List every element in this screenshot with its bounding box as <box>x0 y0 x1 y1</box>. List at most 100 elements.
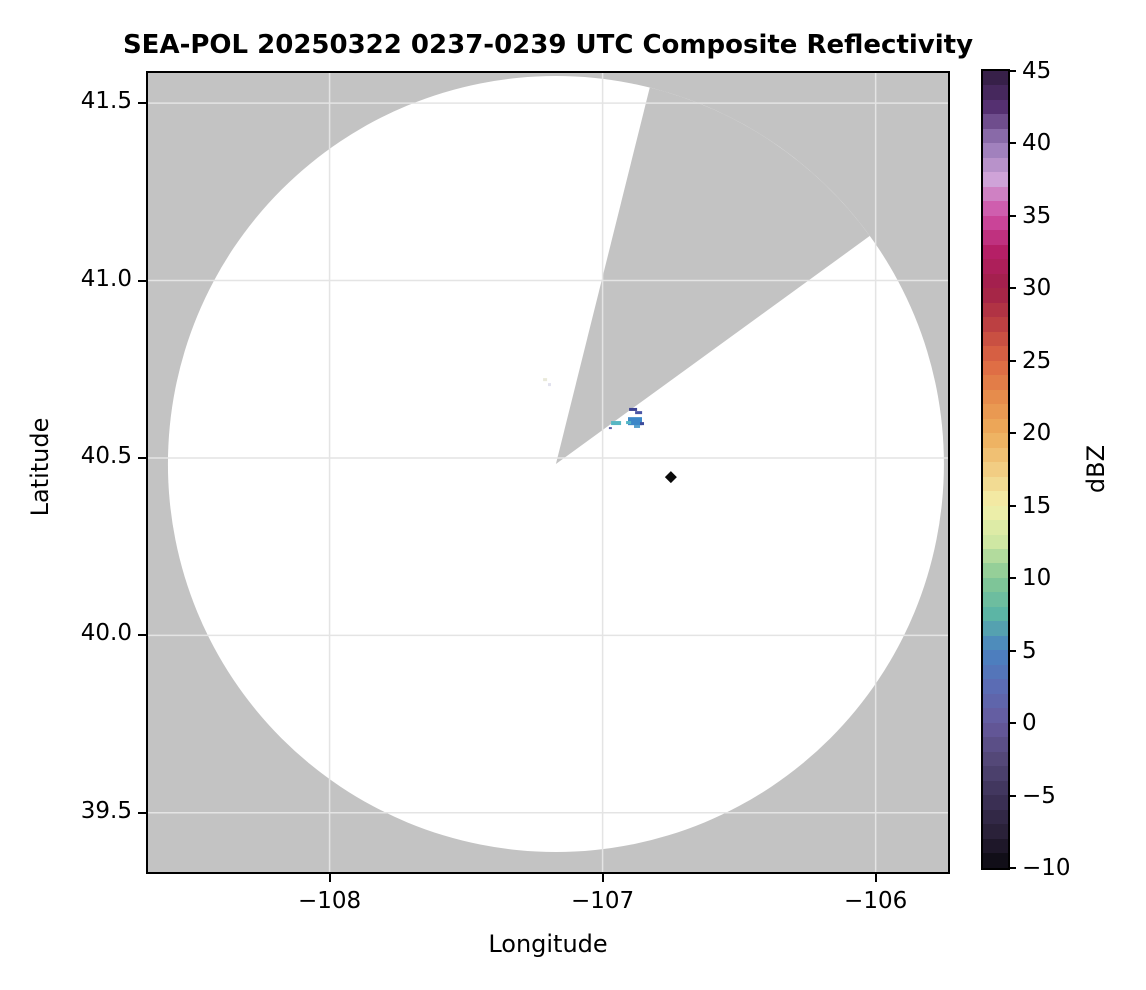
colorbar-step <box>983 853 1008 868</box>
colorbar-step <box>983 737 1008 752</box>
colorbar-step <box>983 462 1008 477</box>
colorbar-tick-mark <box>1008 867 1016 869</box>
colorbar-step <box>983 172 1008 187</box>
y-tick-label: 41.0 <box>80 265 132 292</box>
colorbar-step <box>983 577 1008 593</box>
colorbar-step <box>983 346 1008 361</box>
colorbar-step <box>983 273 1008 289</box>
colorbar-step <box>983 722 1008 738</box>
colorbar-step <box>983 215 1008 231</box>
reflectivity-echo <box>608 427 612 430</box>
y-tick-mark <box>138 634 146 637</box>
y-tick-mark <box>138 811 146 814</box>
colorbar-step <box>983 476 1008 492</box>
colorbar-step <box>983 157 1008 173</box>
colorbar-tick-label: 15 <box>1022 492 1052 519</box>
x-tick-mark <box>328 874 331 882</box>
colorbar-step <box>983 360 1008 376</box>
colorbar-step <box>983 708 1008 723</box>
colorbar-step <box>983 186 1008 202</box>
colorbar-step <box>983 838 1008 854</box>
plot-area <box>146 71 950 874</box>
x-tick-label: −107 <box>571 888 635 914</box>
reflectivity-echo <box>548 383 551 387</box>
reflectivity-echo <box>635 411 643 415</box>
colorbar-step <box>983 288 1008 303</box>
y-tick-mark <box>138 102 146 105</box>
colorbar-step <box>983 650 1008 665</box>
y-tick-mark <box>138 279 146 282</box>
colorbar-step <box>983 824 1008 839</box>
colorbar-step <box>983 244 1008 260</box>
y-tick-label: 41.5 <box>80 88 132 115</box>
colorbar-step <box>983 404 1008 419</box>
colorbar-step <box>983 621 1008 636</box>
colorbar-tick-label: 45 <box>1022 58 1052 84</box>
colorbar-step <box>983 128 1008 144</box>
colorbar-tick-label: −10 <box>1022 855 1071 881</box>
colorbar-step <box>983 664 1008 680</box>
y-tick-label: 40.5 <box>80 442 132 469</box>
colorbar-tick-label: 20 <box>1022 420 1052 447</box>
colorbar-tick-label: 0 <box>1022 710 1037 737</box>
colorbar-tick-mark <box>1008 577 1016 580</box>
colorbar-step <box>983 389 1008 405</box>
colorbar-step <box>983 230 1008 245</box>
colorbar-tick-mark <box>1008 504 1016 507</box>
colorbar-step <box>983 447 1008 463</box>
colorbar-step <box>983 809 1008 825</box>
colorbar-tick-mark <box>1008 142 1016 145</box>
colorbar-tick-mark <box>1008 722 1016 725</box>
y-tick-mark <box>138 456 146 459</box>
colorbar-step <box>983 302 1008 318</box>
colorbar <box>981 69 1010 870</box>
colorbar-step <box>983 751 1008 767</box>
colorbar-step <box>983 201 1008 216</box>
x-tick-mark <box>601 874 604 882</box>
colorbar-tick-label: 10 <box>1022 565 1052 592</box>
colorbar-step <box>983 491 1008 506</box>
blocked-sector-wedge <box>555 87 870 464</box>
colorbar-step <box>983 259 1008 274</box>
colorbar-step <box>983 375 1008 390</box>
colorbar-tick-mark <box>1008 649 1016 652</box>
colorbar-step <box>983 99 1008 115</box>
colorbar-tick-label: 40 <box>1022 130 1052 157</box>
colorbar-step <box>983 331 1008 347</box>
colorbar-step <box>983 606 1008 622</box>
colorbar-step <box>983 548 1008 564</box>
colorbar-step <box>983 85 1008 100</box>
reflectivity-echo <box>543 378 548 382</box>
site-marker-diamond <box>664 471 677 484</box>
colorbar-step <box>983 534 1008 549</box>
colorbar-step <box>983 795 1008 810</box>
radar-ppi-plot <box>148 73 948 872</box>
reflectivity-echo <box>634 424 641 428</box>
colorbar-step <box>983 418 1008 434</box>
colorbar-tick-mark <box>1008 794 1016 797</box>
colorbar-step <box>983 433 1008 448</box>
reflectivity-echo <box>626 421 632 425</box>
colorbar-label: dBZ <box>1082 444 1110 494</box>
colorbar-step <box>983 780 1008 796</box>
y-tick-label: 39.5 <box>80 797 132 824</box>
x-tick-label: −108 <box>297 888 362 914</box>
colorbar-tick-mark <box>1008 214 1016 217</box>
colorbar-step <box>983 505 1008 521</box>
x-tick-label: −106 <box>844 888 908 914</box>
x-tick-mark <box>874 874 877 882</box>
plot-title: SEA-POL 20250322 0237-0239 UTC Composite… <box>122 30 974 60</box>
colorbar-tick-mark <box>1008 359 1016 362</box>
colorbar-tick-mark <box>1008 287 1016 290</box>
colorbar-tick-label: 25 <box>1022 347 1052 374</box>
x-axis-label: Longitude <box>488 930 608 958</box>
colorbar-tick-label: −5 <box>1022 782 1056 809</box>
colorbar-step <box>983 766 1008 781</box>
colorbar-step <box>983 693 1008 709</box>
colorbar-gradient <box>983 71 1008 868</box>
reflectivity-echo <box>629 407 638 411</box>
colorbar-step <box>983 520 1008 535</box>
colorbar-step <box>983 592 1008 607</box>
reflectivity-echo <box>628 417 642 426</box>
